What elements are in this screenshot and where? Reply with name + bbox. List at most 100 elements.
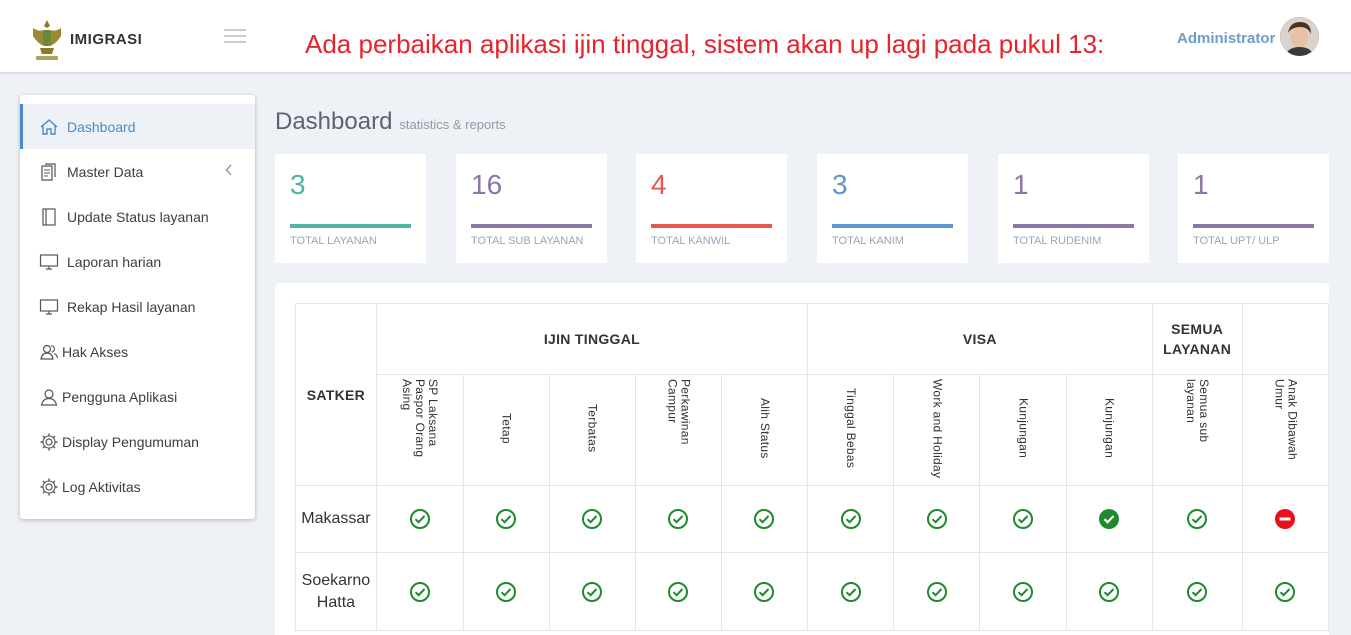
logo[interactable]: IMIGRASI bbox=[30, 16, 142, 62]
stat-value: 3 bbox=[290, 169, 306, 200]
status-table: SATKER IJIN TINGGAL VISA SEMUA LAYANAN S… bbox=[295, 303, 1329, 631]
sidebar-item-label: Hak Akses bbox=[62, 343, 129, 360]
check-circle-icon bbox=[496, 509, 517, 529]
check-circle-icon bbox=[840, 581, 861, 602]
avatar-photo-icon bbox=[1280, 17, 1319, 56]
status-cell bbox=[979, 552, 1067, 631]
user-icon bbox=[38, 386, 60, 408]
table-row: Soekarno Hatta bbox=[295, 552, 1329, 631]
status-cell bbox=[893, 485, 981, 553]
sidebar-item-rekap-hasil[interactable]: Rekap Hasil layanan bbox=[20, 284, 255, 329]
table-row: Makassar bbox=[295, 485, 1329, 553]
sidebar-item-label: Pengguna Aplikasi bbox=[62, 388, 178, 405]
stat-bar bbox=[290, 224, 411, 228]
gear-icon bbox=[38, 476, 60, 498]
check-circle-icon bbox=[1187, 509, 1208, 529]
check-circle-icon bbox=[1187, 581, 1208, 602]
column-header: Tinggal Bebas bbox=[807, 374, 895, 486]
top-header: IMIGRASI Ada perbaikan aplikasi ijin tin… bbox=[0, 0, 1351, 74]
check-circle-icon bbox=[1275, 581, 1296, 602]
stat-bar bbox=[471, 224, 592, 228]
status-cell bbox=[893, 552, 981, 631]
check-circle-filled-icon bbox=[1099, 509, 1120, 529]
garuda-emblem-icon bbox=[33, 20, 61, 60]
stat-card-total-rudenim: 1 TOTAL RUDENIM bbox=[998, 154, 1149, 263]
monitor-icon bbox=[38, 251, 60, 273]
check-circle-icon bbox=[840, 509, 861, 529]
sidebar-item-log-aktivitas[interactable]: Log Aktivitas bbox=[20, 464, 255, 509]
page-title-text: Dashboard bbox=[275, 108, 393, 135]
check-circle-icon bbox=[926, 581, 947, 602]
check-circle-icon bbox=[496, 581, 517, 602]
stat-bar bbox=[832, 224, 953, 228]
sidebar-item-label: Log Aktivitas bbox=[62, 478, 141, 495]
column-header: Work and Holiday bbox=[893, 374, 981, 486]
sidebar-item-label: Update Status layanan bbox=[67, 208, 209, 225]
column-header: Perkawinan Campur bbox=[634, 374, 722, 486]
status-cell bbox=[1065, 485, 1153, 553]
status-cell bbox=[1065, 552, 1153, 631]
check-circle-icon bbox=[1013, 581, 1034, 602]
status-cell bbox=[634, 552, 722, 631]
sidebar-item-hak-akses[interactable]: Hak Akses bbox=[20, 329, 255, 374]
gear-icon bbox=[38, 431, 60, 453]
status-cell bbox=[720, 485, 809, 553]
status-cell bbox=[807, 485, 895, 553]
user-name[interactable]: Administrator bbox=[1177, 30, 1276, 47]
column-header: Alih Status bbox=[720, 374, 809, 486]
chevron-left-icon[interactable] bbox=[225, 163, 233, 179]
sidebar-item-laporan-harian[interactable]: Laporan harian bbox=[20, 239, 255, 284]
group-header-ijin-tinggal: IJIN TINGGAL bbox=[375, 303, 809, 375]
check-circle-icon bbox=[1013, 509, 1034, 529]
status-cell bbox=[1241, 485, 1329, 553]
satker-cell: Soekarno Hatta bbox=[295, 552, 377, 631]
sidebar-item-display-pengumuman[interactable]: Display Pengumuman bbox=[20, 419, 255, 464]
sidebar-item-label: Rekap Hasil layanan bbox=[67, 298, 196, 315]
check-circle-icon bbox=[409, 509, 430, 529]
stat-card-total-sub-layanan: 16 TOTAL SUB LAYANAN bbox=[456, 154, 607, 263]
status-cell bbox=[1151, 552, 1243, 631]
status-cell bbox=[375, 552, 464, 631]
group-header-empty bbox=[1241, 303, 1329, 375]
stat-value: 3 bbox=[832, 169, 848, 200]
announcement-marquee: Ada perbaikan aplikasi ijin tinggal, sis… bbox=[300, 24, 1106, 64]
stat-value: 1 bbox=[1193, 169, 1209, 200]
sidebar-item-label: Master Data bbox=[67, 163, 144, 180]
stat-label: TOTAL RUDENIM bbox=[1013, 235, 1102, 247]
group-header-semua-layanan: SEMUA LAYANAN bbox=[1151, 303, 1243, 375]
sidebar-item-pengguna-aplikasi[interactable]: Pengguna Aplikasi bbox=[20, 374, 255, 419]
stat-bar bbox=[651, 224, 772, 228]
check-circle-icon bbox=[754, 581, 775, 602]
group-header-visa: VISA bbox=[807, 303, 1153, 375]
stat-card-total-upt-ulp: 1 TOTAL UPT/ ULP bbox=[1178, 154, 1329, 263]
avatar[interactable] bbox=[1280, 17, 1319, 56]
stat-value: 1 bbox=[1013, 169, 1029, 200]
blocked-icon bbox=[1275, 509, 1296, 529]
sidebar-item-label: Laporan harian bbox=[67, 253, 162, 270]
column-header: Terbatas bbox=[548, 374, 636, 486]
status-cell bbox=[1241, 552, 1329, 631]
book-icon bbox=[38, 206, 60, 228]
menu-toggle-icon[interactable] bbox=[224, 29, 246, 45]
column-header: Anak Dibawah Umur bbox=[1241, 374, 1329, 486]
satker-cell: Makassar bbox=[295, 485, 377, 553]
status-cell bbox=[634, 485, 722, 553]
column-header: Semua sub layanan bbox=[1151, 374, 1243, 486]
status-cell bbox=[548, 485, 636, 553]
announcement-text: Ada perbaikan aplikasi ijin tinggal, sis… bbox=[305, 29, 1105, 59]
sidebar-item-master-data[interactable]: Master Data bbox=[20, 149, 255, 194]
stat-card-total-kanim: 3 TOTAL KANIM bbox=[817, 154, 968, 263]
check-circle-icon bbox=[1099, 581, 1120, 602]
page-subtitle: statistics & reports bbox=[399, 117, 506, 132]
status-cell bbox=[979, 485, 1067, 553]
sidebar-item-update-status[interactable]: Update Status layanan bbox=[20, 194, 255, 239]
status-cell bbox=[1151, 485, 1243, 553]
stat-card-total-layanan: 3 TOTAL LAYANAN bbox=[275, 154, 426, 263]
status-cell bbox=[462, 552, 550, 631]
sidebar-item-dashboard[interactable]: Dashboard bbox=[20, 104, 255, 149]
check-circle-icon bbox=[409, 581, 430, 602]
stat-label: TOTAL KANIM bbox=[832, 235, 904, 247]
stat-bar bbox=[1193, 224, 1314, 228]
status-cell bbox=[462, 485, 550, 553]
stat-value: 16 bbox=[471, 169, 503, 200]
